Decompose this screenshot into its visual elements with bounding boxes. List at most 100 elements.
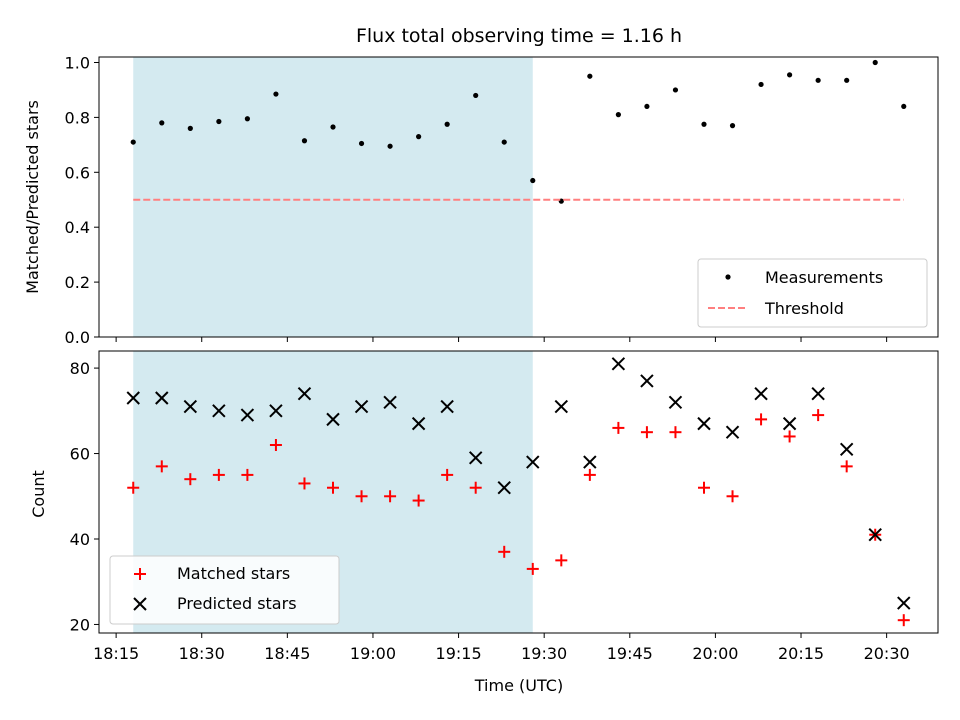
measurement-point <box>615 112 621 118</box>
y-tick-label: 0.6 <box>65 163 90 182</box>
predicted-stars-point <box>811 387 825 401</box>
top-legend-box <box>697 258 928 328</box>
matched-stars-point <box>269 439 282 451</box>
predicted-stars-point <box>725 425 740 439</box>
top-axes-frame <box>98 56 939 338</box>
measurement-point <box>787 72 793 78</box>
predicted-stars-point <box>868 528 882 542</box>
measurement-point <box>815 77 821 83</box>
matched-stars-point <box>127 481 140 494</box>
measurement-point <box>844 77 850 83</box>
x-tick-label: 20:30 <box>864 644 910 663</box>
top-y-axis-label: Matched/Predicted stars <box>23 100 42 294</box>
measurement-point <box>701 121 707 127</box>
x-tick-label: 18:15 <box>93 644 139 663</box>
matched-stars-point <box>669 426 682 439</box>
matched-stars-point <box>384 490 397 503</box>
x-tick-label: 19:15 <box>436 644 482 663</box>
predicted-stars-point <box>782 416 797 431</box>
matched-stars-point <box>726 490 739 503</box>
legend-measurements-label: Measurements <box>765 268 883 287</box>
measurement-point <box>473 92 479 99</box>
x-tick-label: 18:45 <box>264 644 310 663</box>
bottom-y-axis-label: Count <box>29 470 48 518</box>
predicted-stars-point <box>155 391 169 405</box>
x-axis-label: Time (UTC) <box>474 676 563 695</box>
matched-stars-point <box>355 490 368 503</box>
predicted-stars-point <box>583 455 597 469</box>
matched-stars-point <box>812 409 825 422</box>
y-tick-label: 40 <box>70 530 90 549</box>
top-chart: Flux total observing time = 1.16 h 0.00.… <box>23 25 939 347</box>
predicted-stars-point <box>183 399 198 414</box>
x-tick-label: 18:30 <box>179 644 225 663</box>
y-tick-label: 0.0 <box>65 328 90 347</box>
predicted-stars-point <box>839 442 854 456</box>
legend-matched-marker <box>134 568 146 580</box>
y-tick-label: 20 <box>70 615 90 634</box>
measurement-point <box>530 177 536 184</box>
predicted-stars-point <box>297 387 312 401</box>
matched-stars-point <box>897 614 910 627</box>
legend-predicted-label: Predicted stars <box>177 594 297 613</box>
measurement-point <box>672 87 679 93</box>
matched-stars-point <box>155 460 168 473</box>
matched-stars-point <box>212 468 225 481</box>
matched-stars-point <box>583 468 596 481</box>
matched-stars-point <box>783 430 796 443</box>
measurement-point <box>587 73 593 79</box>
legend-predicted-marker <box>133 597 147 611</box>
measurement-point <box>758 81 764 88</box>
predicted-stars-point <box>497 481 511 495</box>
measurement-point <box>358 140 365 147</box>
matched-stars-point <box>327 481 340 494</box>
matched-stars-point <box>526 562 539 575</box>
predicted-stars-point <box>269 404 283 418</box>
matched-stars-point <box>697 481 710 494</box>
predicted-stars-point <box>440 399 454 414</box>
measurement-point <box>644 103 650 110</box>
y-tick-label: 60 <box>70 445 90 464</box>
predicted-stars-point <box>411 416 426 431</box>
matched-stars-point <box>498 545 511 558</box>
predicted-stars-point <box>526 455 540 469</box>
measurement-point <box>130 139 136 145</box>
measurement-point <box>273 91 279 97</box>
matched-stars-point <box>612 421 625 434</box>
legend-threshold-label: Threshold <box>764 299 844 318</box>
predicted-stars-point <box>897 596 911 610</box>
x-tick-label: 19:30 <box>521 644 567 663</box>
predicted-stars-point <box>468 451 483 465</box>
x-tick-label: 19:00 <box>350 644 396 663</box>
measurement-point <box>187 125 193 131</box>
predicted-stars-point <box>354 399 369 414</box>
shaded-span <box>133 57 533 337</box>
bottom-chart: 20 40 60 80 18:15 18:30 18:45 19:00 19:15 19:30 19… <box>29 350 939 695</box>
x-tick-label: 20:15 <box>778 644 824 663</box>
predicted-stars-point <box>240 408 255 422</box>
bottom-axes-frame <box>98 350 939 634</box>
matched-stars-point <box>441 468 454 481</box>
measurement-point <box>159 120 165 126</box>
matched-stars-point <box>184 473 197 486</box>
matched-stars-point <box>640 426 653 439</box>
predicted-stars-point <box>668 395 683 409</box>
y-tick-label: 0.2 <box>65 273 90 292</box>
measurement-point <box>444 121 450 127</box>
y-tick-label: 0.8 <box>65 108 90 127</box>
matched-stars-point <box>412 494 425 507</box>
predicted-stars-point <box>640 374 654 388</box>
predicted-stars-point <box>383 395 397 409</box>
predicted-stars-point <box>754 387 768 401</box>
measurement-point <box>901 103 907 110</box>
y-tick-label: 1.0 <box>65 53 90 72</box>
y-tick-label: 80 <box>70 359 90 378</box>
predicted-stars-point <box>554 399 569 414</box>
measurement-point <box>387 143 393 149</box>
predicted-stars-point <box>212 404 226 418</box>
predicted-stars-point <box>697 416 711 431</box>
measurement-point <box>216 118 222 125</box>
predicted-stars-point <box>326 412 340 427</box>
measurement-point <box>301 138 308 144</box>
